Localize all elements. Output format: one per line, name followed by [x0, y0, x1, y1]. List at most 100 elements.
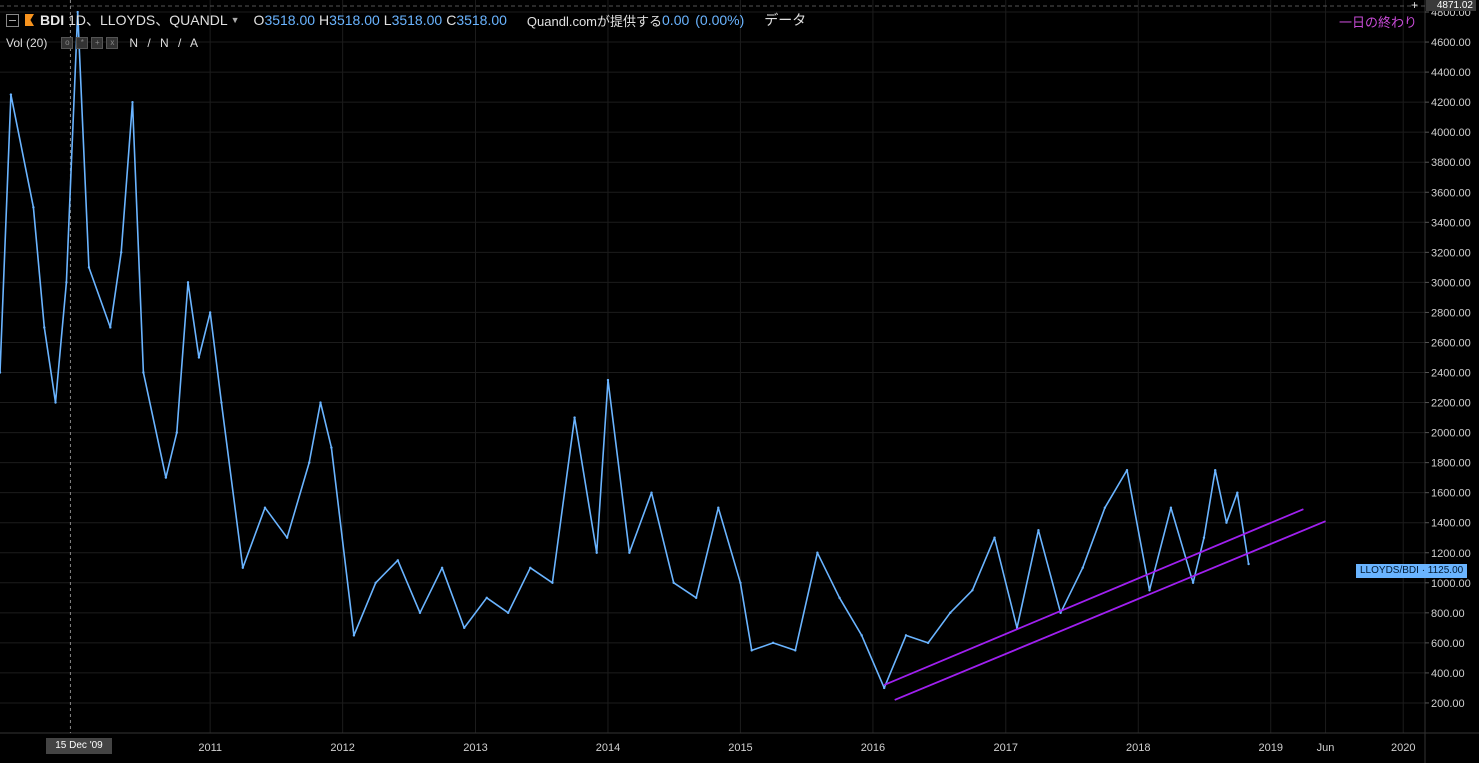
data-point — [186, 281, 190, 284]
end-of-day-label: 一日の終わり — [1338, 15, 1417, 30]
close-value: 3518.00 — [456, 12, 507, 28]
data-point — [771, 641, 775, 645]
x-tick-label: 2016 — [861, 742, 885, 754]
data-point — [197, 356, 201, 359]
data-point — [717, 506, 720, 509]
high-value: 3518.00 — [329, 12, 380, 28]
y-tick-label: 2000.00 — [1431, 428, 1471, 440]
settings-icon[interactable]: * — [76, 37, 89, 49]
collapse-icon[interactable] — [6, 13, 19, 27]
data-point — [628, 551, 631, 554]
source-text: Quandl.comが提供する — [526, 13, 663, 29]
data-point — [694, 596, 698, 600]
data-point — [529, 566, 532, 569]
data-point — [1148, 589, 1151, 592]
data-point — [32, 206, 35, 209]
volume-legend: Vol (20) o * + x N / N / A — [6, 36, 201, 50]
data-point — [949, 611, 952, 615]
y-tick-label: 1000.00 — [1431, 578, 1471, 590]
data-point — [1225, 521, 1228, 524]
data-point — [463, 626, 466, 630]
open-label: O — [253, 12, 265, 28]
x-tick-label: 2015 — [728, 742, 752, 754]
data-point — [241, 566, 245, 569]
y-tick-label: 2200.00 — [1431, 398, 1471, 410]
data-point — [164, 476, 168, 479]
x-tick-label: 2012 — [330, 742, 354, 754]
data-point — [573, 416, 576, 419]
data-point — [1214, 468, 1217, 472]
y-tick-label: 2600.00 — [1431, 337, 1471, 349]
chevron-down-icon[interactable]: ▼ — [230, 15, 240, 25]
data-point — [1103, 506, 1107, 509]
x-tick-label: 2017 — [994, 742, 1018, 754]
y-tick-label: 1400.00 — [1431, 518, 1471, 530]
data-point — [87, 266, 91, 269]
y-tick-label: 4400.00 — [1431, 67, 1471, 79]
open-value: 3518.00 — [264, 12, 316, 28]
x-tick-label: 2019 — [1258, 742, 1282, 754]
y-tick-label: 3800.00 — [1431, 157, 1471, 169]
data-point — [175, 431, 178, 434]
y-tick-label: 4600.00 — [1431, 37, 1471, 49]
data-point — [595, 551, 598, 554]
data-point — [1191, 581, 1195, 584]
data-point — [838, 596, 841, 600]
data-point — [971, 589, 974, 592]
interval[interactable]: 1D、LLOYDS、QUANDL — [68, 12, 228, 28]
data-point — [904, 634, 908, 637]
data-point — [551, 581, 554, 584]
x-tick-label: 2011 — [198, 742, 222, 754]
data-point — [220, 401, 223, 404]
volume-value: N / N / A — [129, 36, 202, 50]
data-point — [506, 611, 510, 615]
change-percent: (0.00%) — [695, 12, 745, 28]
symbol[interactable]: BDI — [40, 12, 65, 28]
data-point — [396, 559, 400, 562]
eye-icon[interactable]: o — [61, 37, 74, 49]
data-point — [650, 491, 653, 494]
data-point — [794, 649, 797, 652]
data-point — [65, 281, 68, 284]
volume-label[interactable]: Vol (20) — [6, 36, 48, 50]
data-point — [319, 401, 322, 404]
data-point — [993, 536, 996, 539]
data-point — [882, 686, 886, 690]
high-label: H — [319, 12, 330, 28]
data-point — [926, 641, 930, 645]
add-icon[interactable]: + — [91, 37, 104, 49]
data-point — [860, 634, 863, 637]
y-tick-label: 3600.00 — [1431, 187, 1471, 199]
close-icon[interactable]: x — [106, 37, 119, 49]
data-point — [418, 611, 422, 615]
y-tick-label: 2400.00 — [1431, 368, 1471, 380]
flag-icon[interactable] — [25, 14, 34, 26]
y-tick-label: 2800.00 — [1431, 307, 1471, 319]
data-point — [131, 100, 134, 104]
data-point — [120, 251, 123, 254]
data-point — [750, 649, 753, 652]
data-point — [208, 311, 212, 314]
data-point — [816, 551, 819, 554]
low-value: 3518.00 — [391, 12, 443, 28]
y-tick-label: 4000.00 — [1431, 127, 1471, 139]
close-label: C — [446, 12, 457, 28]
low-label: L — [383, 12, 392, 28]
data-point — [1081, 566, 1084, 569]
data-point — [1037, 529, 1040, 532]
data-point — [485, 596, 488, 600]
x-tick-label: Jun — [1317, 742, 1335, 754]
y-tick-label: 3400.00 — [1431, 217, 1471, 229]
x-tick-label: 2018 — [1126, 742, 1150, 754]
data-point — [739, 581, 742, 584]
data-point — [1059, 611, 1062, 615]
y-tick-label: 3200.00 — [1431, 247, 1471, 259]
x-tick-label: 2014 — [596, 742, 620, 754]
data-point — [1202, 536, 1206, 539]
y-tick-label: 600.00 — [1431, 638, 1465, 650]
y-tick-label: 3000.00 — [1431, 277, 1471, 289]
data-point — [352, 634, 356, 637]
y-tick-label: 400.00 — [1431, 668, 1465, 680]
plus-icon[interactable]: + — [1411, 0, 1419, 12]
